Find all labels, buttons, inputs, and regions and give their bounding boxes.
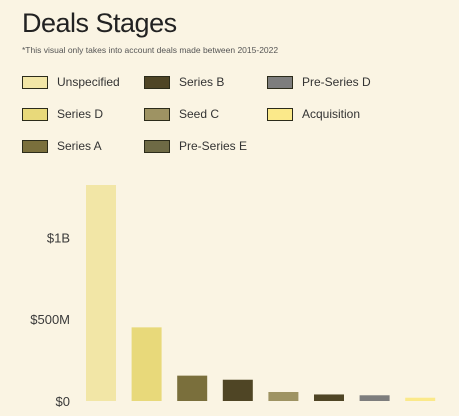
bar[interactable] [314,394,344,401]
y-tick-label: $1B [47,230,70,245]
legend-item[interactable]: Pre-Series E [144,138,247,154]
legend-label: Pre-Series D [302,75,371,89]
legend-swatch [22,139,48,153]
legend-label: Unspecified [57,75,120,89]
chart-subtitle: *This visual only takes into account dea… [22,45,279,55]
legend-item[interactable]: Series D [22,106,103,122]
y-tick-label: $0 [56,394,70,409]
legend: Unspecified Series B Pre-Series D Series D S… [22,74,452,164]
legend-swatch [267,75,293,89]
legend-label: Series D [57,107,104,121]
legend-item[interactable]: Pre-Series D [267,74,371,90]
bar[interactable] [405,397,436,401]
bar[interactable] [268,392,299,401]
y-tick-label: $500M [30,312,70,327]
legend-item[interactable]: Series B [144,74,224,90]
legend-item[interactable]: Unspecified [22,74,120,90]
legend-swatch [267,107,293,121]
legend-swatch [22,75,48,89]
legend-swatch [144,107,170,121]
bar[interactable] [177,375,208,401]
chart-title: Deals Stages [22,8,177,38]
legend-item[interactable]: Seed C [144,106,219,122]
legend-swatch [144,75,170,89]
bar[interactable] [86,185,116,401]
legend-swatch [144,139,170,153]
legend-label: Seed C [179,107,220,121]
bar[interactable] [359,395,390,401]
legend-item[interactable]: Series A [22,138,102,154]
legend-item[interactable]: Acquisition [267,106,360,122]
bar[interactable] [131,327,162,401]
legend-label: Acquisition [302,107,361,121]
legend-label: Series A [57,139,102,153]
legend-label: Series B [179,75,225,89]
bar[interactable] [222,379,253,401]
legend-label: Pre-Series E [179,139,248,153]
legend-swatch [22,107,48,121]
